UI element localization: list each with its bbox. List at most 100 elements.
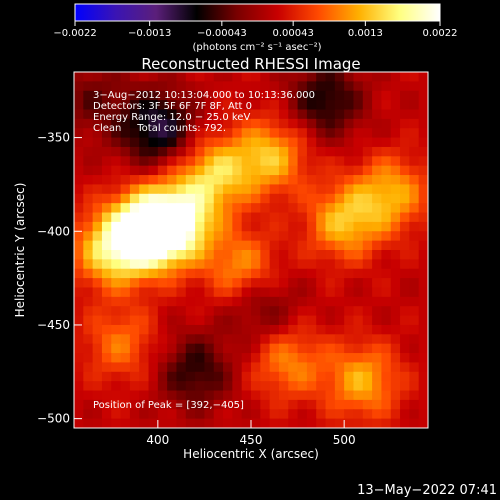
heatmap-cell bbox=[213, 250, 224, 260]
heatmap-cell bbox=[176, 109, 187, 120]
heatmap-cell bbox=[306, 90, 317, 101]
heatmap-cell bbox=[409, 390, 420, 401]
y-tick-label: −400 bbox=[37, 224, 70, 238]
heatmap-cell bbox=[195, 315, 206, 326]
heatmap-cell bbox=[101, 128, 112, 139]
heatmap-cell bbox=[241, 287, 252, 298]
heatmap-cell bbox=[353, 146, 364, 157]
heatmap-cell bbox=[223, 109, 233, 120]
heatmap-cell bbox=[232, 268, 243, 279]
heatmap-cell bbox=[325, 409, 336, 420]
heatmap-cell bbox=[260, 231, 271, 242]
heatmap-cell bbox=[288, 100, 299, 111]
heatmap-cell bbox=[362, 353, 373, 364]
heatmap-cell bbox=[129, 315, 140, 326]
heatmap-cell bbox=[362, 287, 373, 298]
heatmap-cell bbox=[167, 240, 178, 251]
heatmap-cell bbox=[297, 240, 308, 251]
heatmap-cell bbox=[353, 90, 364, 101]
heatmap-cell bbox=[195, 212, 206, 223]
heatmap-cell bbox=[195, 193, 206, 204]
heatmap-cell bbox=[306, 324, 317, 335]
heatmap-cell bbox=[157, 240, 168, 251]
heatmap-cell bbox=[306, 259, 317, 270]
heatmap-cell bbox=[362, 334, 373, 345]
heatmap-cell bbox=[204, 156, 215, 167]
heatmap-cell bbox=[213, 90, 224, 101]
heatmap-cell bbox=[148, 212, 159, 223]
heatmap-cell bbox=[306, 296, 317, 307]
heatmap-cell bbox=[223, 418, 233, 428]
heatmap-cell bbox=[409, 109, 420, 120]
x-tick-label: 500 bbox=[333, 433, 356, 447]
heatmap-cell bbox=[232, 343, 243, 354]
heatmap-cell bbox=[195, 371, 206, 382]
heatmap-cell bbox=[195, 128, 206, 139]
heatmap-cell bbox=[148, 175, 159, 186]
heatmap-cell bbox=[232, 409, 243, 420]
heatmap-cell bbox=[185, 278, 196, 289]
heatmap-cell bbox=[176, 118, 187, 129]
heatmap-cell bbox=[176, 362, 187, 373]
heatmap-cell bbox=[120, 268, 131, 279]
heatmap-cell bbox=[400, 399, 410, 410]
heatmap-cell bbox=[83, 175, 94, 186]
heatmap-cell bbox=[381, 259, 392, 270]
heatmap-cell bbox=[74, 306, 84, 317]
heatmap-cell bbox=[120, 193, 131, 204]
heatmap-cell bbox=[176, 409, 187, 420]
heatmap-cell bbox=[74, 128, 84, 139]
heatmap-cell bbox=[278, 381, 289, 392]
heatmap-cell bbox=[390, 381, 401, 392]
heatmap-cell bbox=[409, 118, 420, 129]
heatmap-cell bbox=[334, 203, 345, 214]
heatmap-cell bbox=[381, 306, 392, 317]
heatmap-cell bbox=[418, 175, 428, 186]
heatmap-cell bbox=[92, 100, 103, 111]
heatmap-cell bbox=[409, 418, 420, 428]
heatmap-cell bbox=[213, 184, 224, 195]
heatmap-cell bbox=[185, 306, 196, 317]
heatmap-cell bbox=[381, 118, 392, 129]
heatmap-cell bbox=[316, 296, 327, 307]
heatmap-cell bbox=[288, 296, 299, 307]
heatmap-cell bbox=[381, 146, 392, 157]
heatmap-cell bbox=[381, 81, 392, 92]
heatmap-cell bbox=[232, 137, 243, 148]
heatmap-cell bbox=[101, 371, 112, 382]
heatmap-cell bbox=[325, 278, 336, 289]
heatmap-cell bbox=[241, 221, 252, 232]
heatmap-cell bbox=[400, 390, 410, 401]
heatmap-cell bbox=[288, 353, 299, 364]
heatmap-cell bbox=[232, 156, 243, 167]
heatmap-cell bbox=[176, 418, 187, 428]
heatmap-cell bbox=[353, 109, 364, 120]
heatmap-cell bbox=[148, 128, 159, 139]
heatmap-cell bbox=[101, 343, 112, 354]
heatmap-cell bbox=[139, 250, 150, 260]
heatmap-cell bbox=[139, 315, 150, 326]
heatmap-cell bbox=[278, 118, 289, 129]
heatmap-cell bbox=[74, 193, 84, 204]
heatmap-cell bbox=[344, 287, 355, 298]
heatmap-cell bbox=[120, 184, 131, 195]
heatmap-cell bbox=[288, 390, 299, 401]
heatmap-cell bbox=[232, 296, 243, 307]
heatmap-cell bbox=[185, 72, 196, 82]
heatmap-cell bbox=[353, 353, 364, 364]
heatmap-cell bbox=[353, 72, 364, 82]
heatmap-cell bbox=[139, 193, 150, 204]
heatmap-cell bbox=[204, 118, 215, 129]
heatmap-cell bbox=[316, 399, 327, 410]
heatmap-cell bbox=[111, 156, 122, 167]
heatmap-cell bbox=[409, 146, 420, 157]
heatmap-cell bbox=[101, 175, 112, 186]
heatmap-cell bbox=[316, 315, 327, 326]
heatmap-cell bbox=[176, 343, 187, 354]
heatmap-cell bbox=[372, 109, 383, 120]
heatmap-cell bbox=[278, 221, 289, 232]
heatmap-cell bbox=[409, 399, 420, 410]
heatmap-cell bbox=[92, 353, 103, 364]
heatmap-cell bbox=[241, 381, 252, 392]
